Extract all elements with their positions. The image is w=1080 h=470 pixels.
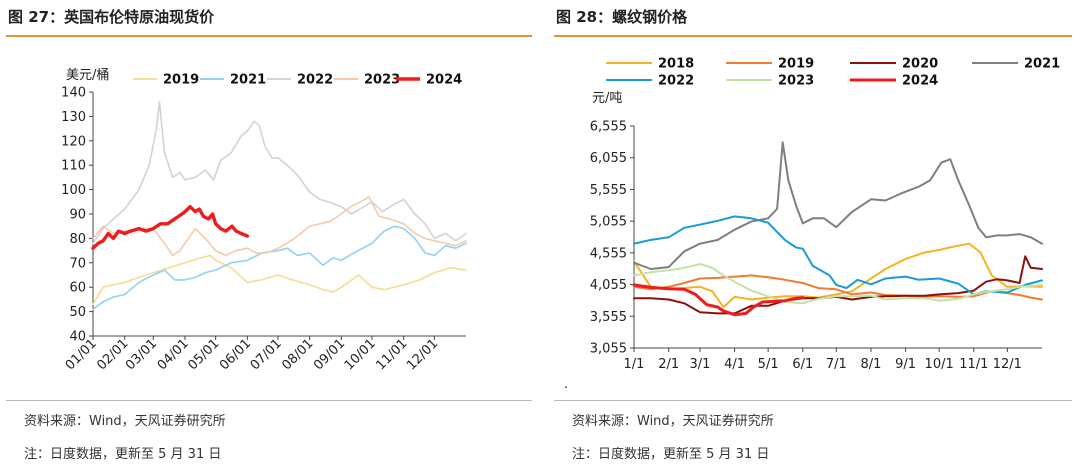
x-tick-label: 07/01 — [248, 336, 285, 373]
x-tick-label: 03/01 — [123, 336, 160, 373]
y-tick-label: 50 — [69, 305, 86, 320]
stray-dot: . — [564, 377, 568, 392]
series-line-2019 — [92, 254, 467, 306]
chart-title: 图 27：英国布伦特原油现货价 — [8, 8, 215, 26]
y-tick-label: 120 — [61, 134, 86, 149]
series-line-2023 — [633, 263, 1043, 305]
title-rule — [554, 35, 1072, 37]
legend-label-2023: 2023 — [364, 73, 400, 88]
legend-label-2024: 2024 — [902, 74, 938, 89]
y-tick-label: 70 — [69, 256, 86, 271]
y-tick-label: 130 — [61, 110, 86, 125]
x-tick-label: 5/1 — [758, 357, 779, 372]
y-tick-label: 140 — [61, 86, 86, 101]
footer-rule — [6, 400, 532, 401]
x-tick-label: 08/01 — [279, 336, 316, 373]
x-tick-label: 02/01 — [94, 336, 131, 373]
x-tick-label: 2/1 — [658, 357, 679, 372]
y-tick-label: 6,555 — [590, 120, 627, 135]
y-tick-label: 100 — [61, 183, 86, 198]
y-tick-label: 3,055 — [590, 342, 627, 357]
y-tick-label: 4,555 — [590, 246, 627, 261]
series-line-2024 — [632, 283, 805, 317]
x-tick-label: 11/1 — [959, 357, 988, 372]
series-line-2024 — [91, 205, 249, 250]
series-line-2021 — [92, 225, 467, 310]
brent-chart: 40506070809010011012013014001/0102/0103/… — [61, 68, 467, 373]
y-tick-label: 5,555 — [590, 183, 627, 198]
y-tick-label: 3,555 — [590, 310, 627, 325]
x-tick-label: 10/1 — [925, 357, 954, 372]
legend-label-2024: 2024 — [426, 73, 462, 88]
y-tick-label: 110 — [61, 159, 86, 174]
y-tick-label: 5,055 — [590, 215, 627, 230]
y-tick-label: 60 — [69, 281, 86, 296]
y-tick-label: 6,055 — [590, 151, 627, 166]
series-line-2020 — [633, 255, 1043, 315]
x-tick-label: 10/01 — [342, 336, 379, 373]
series-line-2018 — [633, 242, 1043, 309]
footnote: 注：日度数据，更新至 5 月 31 日 — [24, 447, 222, 462]
legend-label-2020: 2020 — [902, 57, 938, 72]
title-rule — [6, 35, 532, 37]
legend-label-2021: 2021 — [1024, 57, 1060, 72]
x-tick-label: 06/01 — [217, 336, 254, 373]
y-tick-label: 40 — [69, 330, 86, 345]
x-tick-label: 9/1 — [895, 357, 916, 372]
footnote: 注：日度数据，更新至 5 月 31 日 — [572, 447, 770, 462]
x-tick-label: 1/1 — [624, 357, 645, 372]
y-tick-label: 80 — [69, 232, 86, 247]
legend-label-2022: 2022 — [297, 73, 333, 88]
source-note: 资料来源：Wind，天风证券研究所 — [572, 414, 774, 429]
series-line-2022 — [92, 101, 467, 245]
y-tick-label: 4,055 — [590, 278, 627, 293]
legend-label-2021: 2021 — [230, 73, 266, 88]
y-tick-label: 90 — [69, 208, 86, 223]
x-tick-label: 04/01 — [155, 336, 192, 373]
y-axis-unit-label: 美元/桶 — [66, 68, 109, 83]
series-line-2021 — [633, 141, 1043, 270]
x-tick-label: 05/01 — [185, 336, 222, 373]
x-tick-label: 3/1 — [689, 357, 710, 372]
x-tick-label: 4/1 — [724, 357, 745, 372]
source-note: 资料来源：Wind，天风证券研究所 — [24, 414, 226, 429]
rebar-panel: 图 28：螺纹钢价格 3,055 3,555 4,055 4,555 5,055 5,55… — [548, 0, 1080, 470]
x-tick-label: 7/1 — [826, 357, 847, 372]
legend-label-2022: 2022 — [658, 74, 694, 89]
chart-title: 图 28：螺纹钢价格 — [556, 8, 688, 26]
footer-rule — [554, 400, 1072, 401]
x-tick-label: 12/1 — [993, 357, 1022, 372]
legend-label-2023: 2023 — [778, 74, 814, 89]
x-tick-label: 09/01 — [311, 336, 348, 373]
legend-label-2019: 2019 — [778, 57, 814, 72]
x-tick-label: 6/1 — [792, 357, 813, 372]
brent-panel: 图 27：英国布伦特原油现货价 40 50 60 70 80 90 100 110 120 130… — [6, 8, 532, 462]
x-tick-label: 12/01 — [404, 336, 441, 373]
series-line-2023 — [92, 196, 467, 257]
series-line-2022 — [633, 215, 1043, 296]
legend-label-2018: 2018 — [658, 57, 694, 72]
y-axis-unit-label: 元/吨 — [592, 91, 622, 106]
rebar-chart: 3,055 3,555 4,055 4,555 5,055 5,555 6,055 6,555… — [564, 57, 1060, 393]
legend-label-2019: 2019 — [163, 73, 199, 88]
x-tick-label: 8/1 — [861, 357, 882, 372]
x-tick-label: 11/01 — [373, 336, 410, 373]
